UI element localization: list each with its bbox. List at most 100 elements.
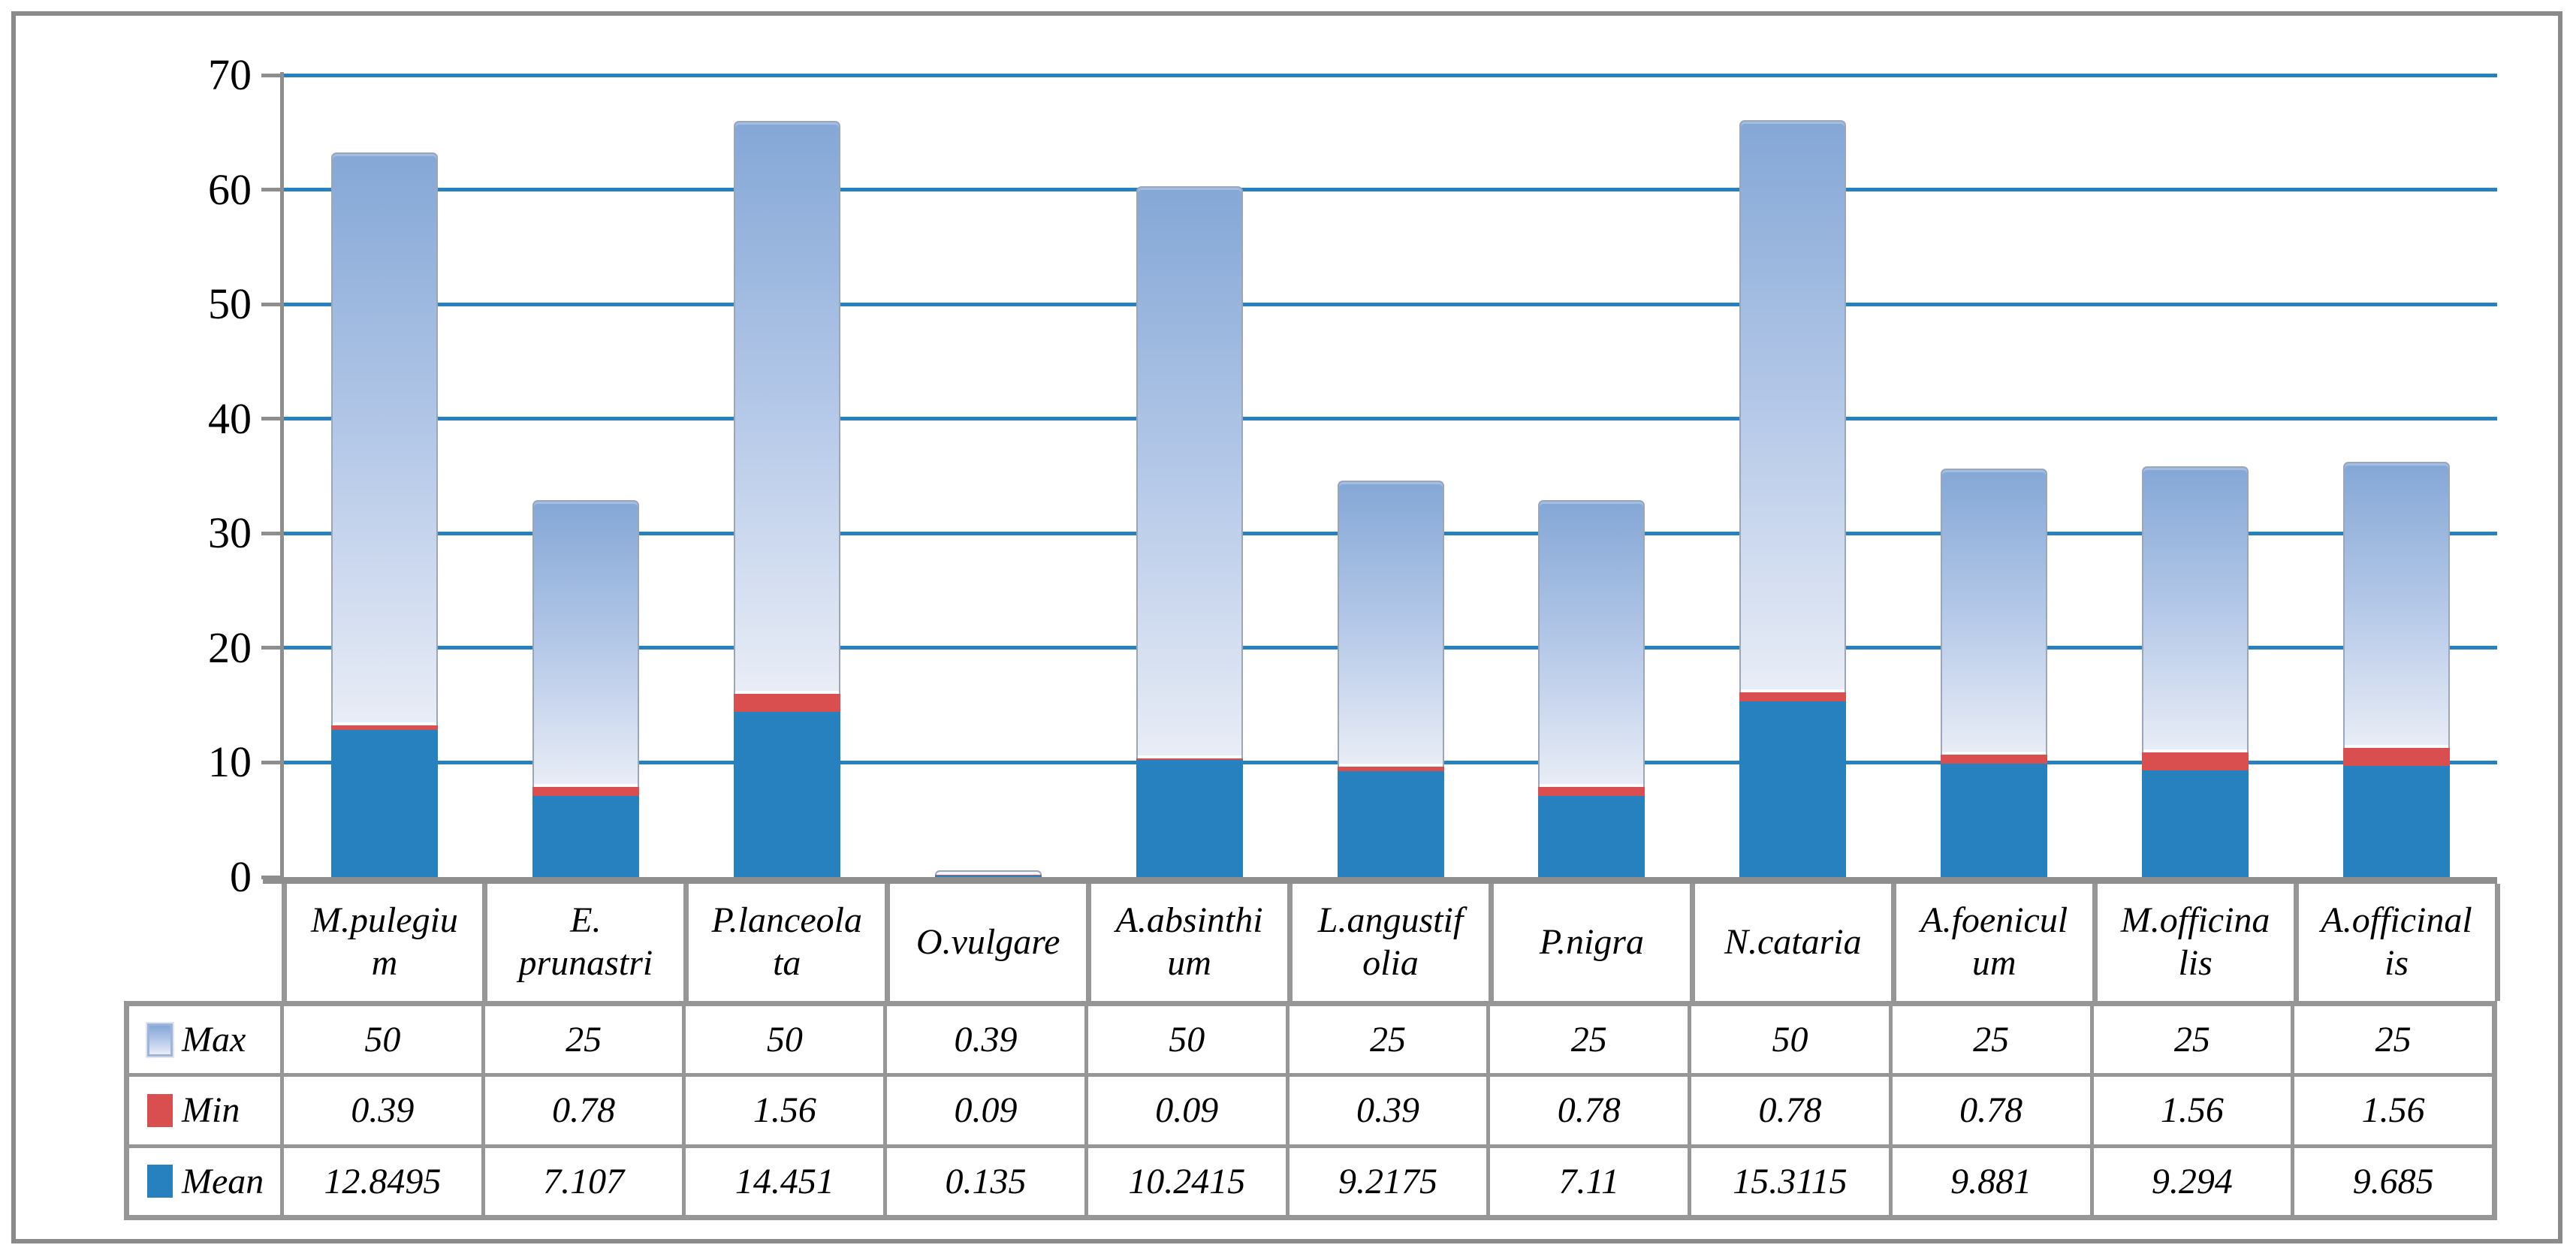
bar-segment-min [330, 725, 438, 730]
bar-segment-min [1136, 758, 1243, 760]
table-value-cell: 12.8495 [284, 1147, 481, 1215]
category-cell-border [281, 884, 287, 1001]
category-label-cell: M.officina lis [2098, 884, 2294, 1001]
category-label-cell: P.nigra [1494, 884, 1690, 1001]
category-label: P.lanceola ta [711, 900, 862, 983]
bar-segment-mean [2142, 770, 2249, 877]
figure-border [11, 11, 2562, 1243]
table-value-cell: 7.107 [484, 1147, 683, 1215]
bar-segment-mean [2343, 766, 2451, 877]
category-cell-border [1086, 884, 1092, 1001]
bar-segment-mean [733, 711, 840, 877]
category-label-cell: A.absinthi um [1091, 884, 1287, 1001]
y-axis-label: 50 [208, 279, 252, 329]
category-label: A.absinthi um [1115, 900, 1263, 983]
y-axis-tick [261, 417, 284, 421]
table-value-cell: 25 [484, 1006, 683, 1074]
y-axis-label: 20 [208, 622, 252, 672]
category-label: L.angustif olia [1317, 900, 1464, 983]
category-label: O.vulgare [915, 921, 1060, 962]
category-cell-border [482, 884, 488, 1001]
bar-segment-min [1739, 692, 1847, 702]
gridline [284, 302, 2497, 306]
y-axis-label: 30 [208, 508, 252, 558]
table-value-cell: 50 [1087, 1006, 1286, 1074]
category-label-cell: L.angustif olia [1293, 884, 1489, 1001]
category-cell-border [2494, 884, 2500, 1001]
category-label: E. prunastri [518, 900, 653, 983]
bar-segment-mean [1136, 759, 1243, 877]
bar-segment-max [934, 870, 1042, 875]
bar-segment-max [330, 152, 438, 725]
table-value-cell: 0.09 [887, 1077, 1084, 1144]
table-value-cell: 25 [2294, 1006, 2492, 1074]
table-value-cell: 0.78 [1892, 1077, 2090, 1144]
legend-min-key-icon [147, 1093, 173, 1127]
table-value-cell: 15.3115 [1691, 1147, 1889, 1215]
table-value-cell: 0.39 [284, 1077, 481, 1144]
table-value-cell: 14.451 [686, 1147, 884, 1215]
category-label: M.officina lis [2120, 900, 2270, 983]
category-label-cell: M.pulegiu m [287, 884, 483, 1001]
legend-cell-max: Max [129, 1006, 280, 1074]
bar-segment-mean [1739, 701, 1847, 877]
y-axis-tick [261, 531, 284, 535]
y-axis-tick [261, 760, 284, 764]
legend-cell-mean: Mean [129, 1147, 280, 1215]
bar-segment-min [1538, 786, 1645, 796]
table-value-cell: 9.2175 [1289, 1147, 1487, 1215]
table-value-cell: 9.685 [2294, 1147, 2492, 1215]
bar-segment-max [1538, 500, 1645, 787]
bar-segment-mean [934, 875, 1042, 877]
gridline [284, 417, 2497, 421]
category-cell-border [1287, 884, 1293, 1001]
category-label: N.cataria [1724, 921, 1862, 962]
table-value-cell: 50 [1691, 1006, 1889, 1074]
table-value-cell: 25 [2093, 1006, 2291, 1074]
table-value-cell: 25 [1892, 1006, 2090, 1074]
category-label-cell: N.cataria [1695, 884, 1891, 1001]
table-value-cell: 1.56 [2294, 1077, 2492, 1144]
bar-segment-max [733, 120, 840, 694]
table-value-cell: 50 [284, 1006, 481, 1074]
table-value-cell: 10.2415 [1087, 1147, 1286, 1215]
y-axis-tick [261, 73, 284, 77]
data-table: Max 50 25 50 0.39 50 25 25 50 25 25 25 Min 0.39 0.78 1.… [124, 1001, 2497, 1220]
table-value-cell: 7.11 [1490, 1147, 1688, 1215]
bar-segment-min [532, 786, 639, 796]
table-value-cell: 1.56 [686, 1077, 884, 1144]
table-value-cell: 0.78 [1490, 1077, 1688, 1144]
bar-segment-max [1136, 185, 1243, 759]
bar-segment-max [2142, 466, 2249, 753]
table-value-cell: 1.56 [2093, 1077, 2291, 1144]
bar-segment-max [2343, 462, 2451, 749]
y-axis-label: 70 [208, 50, 252, 99]
table-value-cell: 9.881 [1892, 1147, 2090, 1215]
category-cell-border [2092, 884, 2098, 1001]
category-cell-border [1689, 884, 1695, 1001]
table-value-cell: 0.78 [484, 1077, 683, 1144]
category-label: P.nigra [1539, 921, 1644, 962]
y-axis-label: 0 [230, 852, 252, 901]
y-axis-line [280, 72, 284, 884]
table-value-cell: 25 [1490, 1006, 1688, 1074]
y-axis-label: 10 [208, 737, 252, 787]
table-value-cell: 0.09 [1087, 1077, 1286, 1144]
category-label-cell: A.foenicul um [1896, 884, 2092, 1001]
category-label-cell: E. prunastri [487, 884, 683, 1001]
bar-segment-min [733, 693, 840, 712]
category-label: M.pulegiu m [310, 900, 458, 983]
bar-segment-min [1941, 755, 2048, 764]
bar-segment-min [1337, 767, 1444, 772]
gridline [284, 188, 2497, 192]
y-axis-tick [261, 302, 284, 306]
bar-segment-max [1739, 119, 1847, 693]
table-value-cell: 25 [1289, 1006, 1487, 1074]
bar-segment-max [1337, 480, 1444, 767]
y-axis-label: 40 [208, 393, 252, 443]
category-label: A.foenicul um [1920, 900, 2068, 983]
table-value-cell: 0.78 [1691, 1077, 1889, 1144]
legend-cell-min: Min [129, 1077, 280, 1144]
